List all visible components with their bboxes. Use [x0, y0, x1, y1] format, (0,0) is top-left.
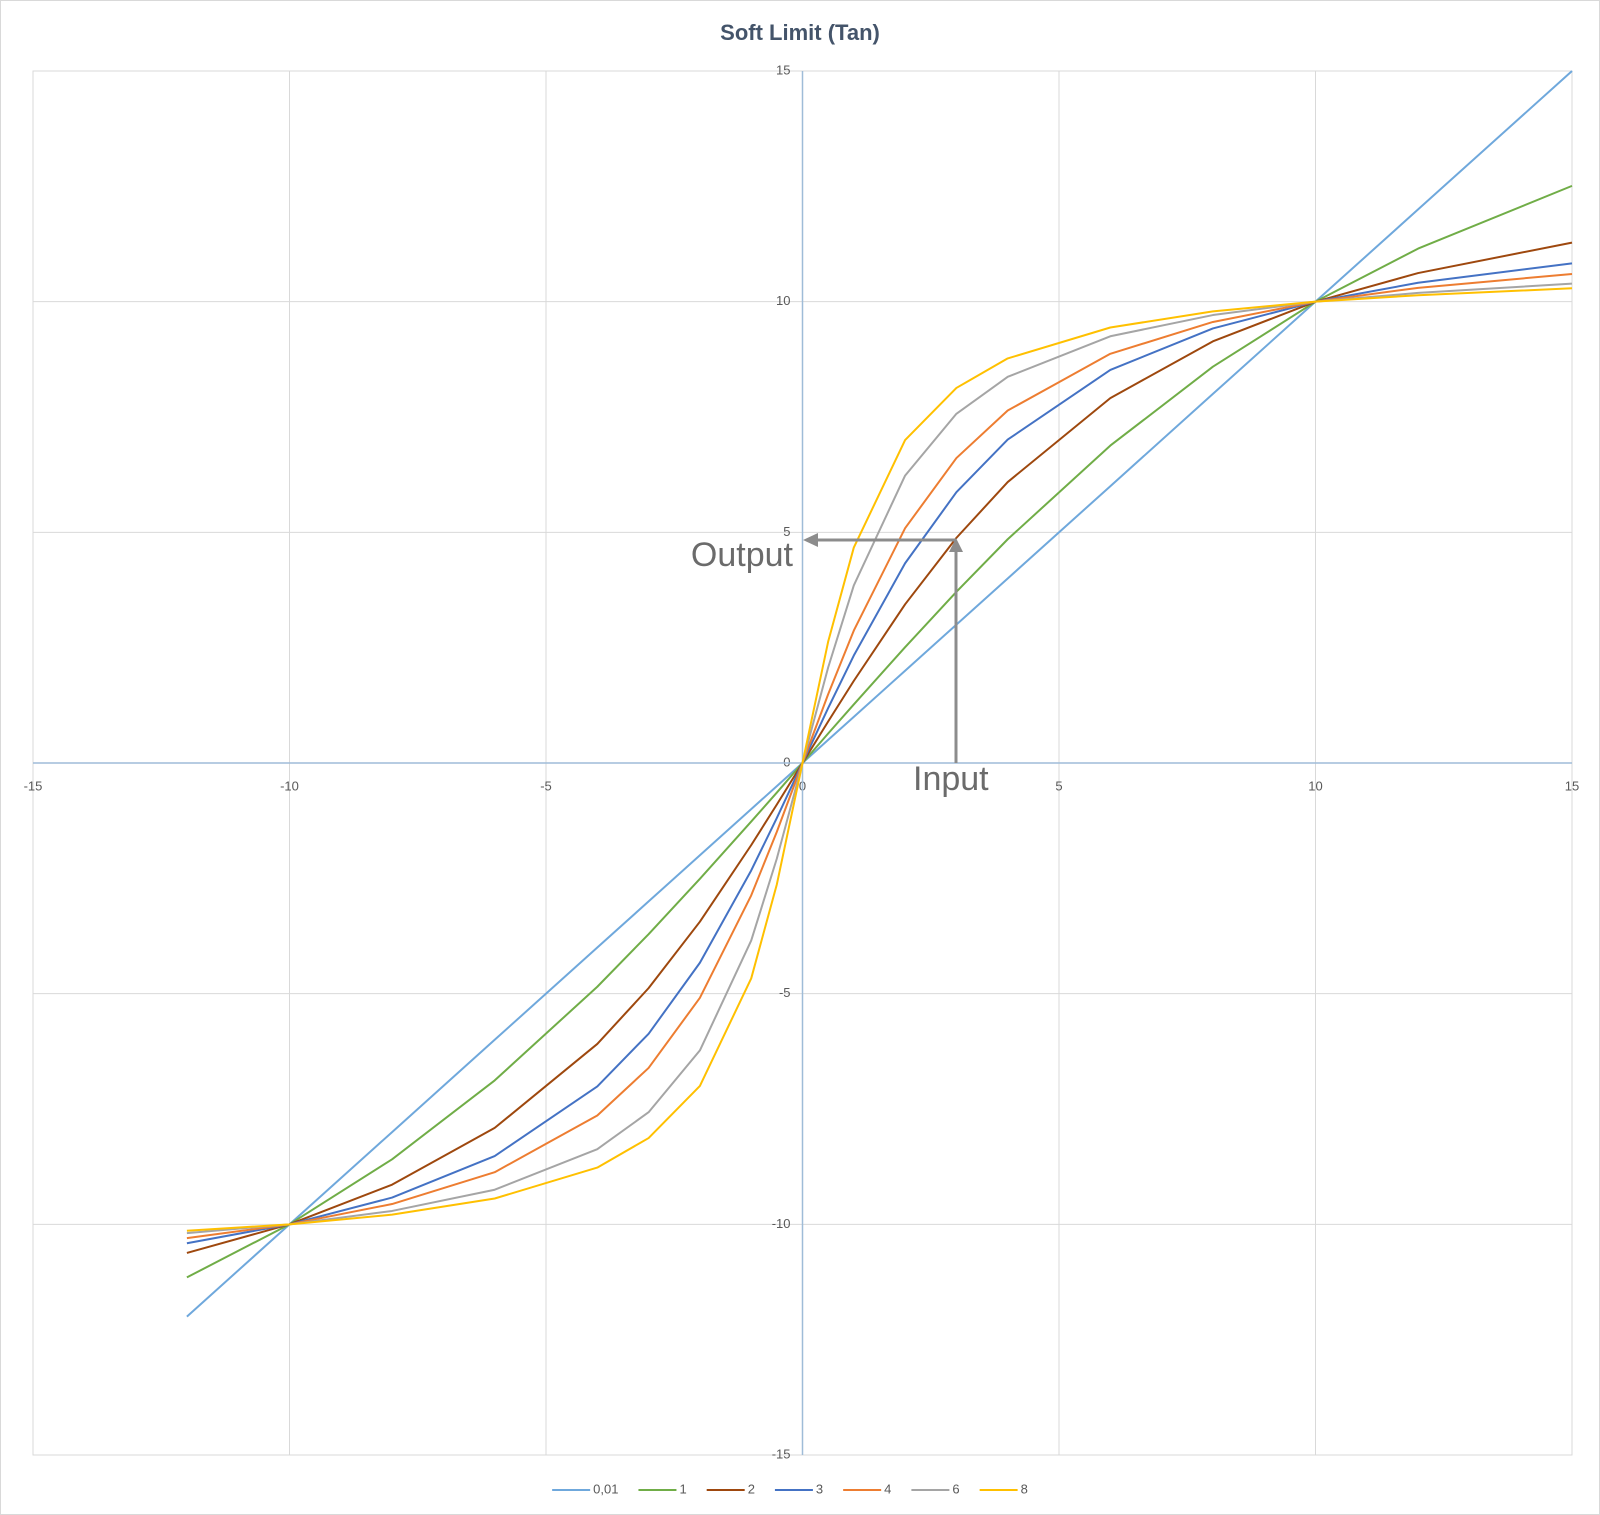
legend-item: 0,01 [552, 1481, 618, 1496]
legend-label: 3 [816, 1481, 823, 1496]
annotation-arrows [803, 533, 963, 763]
legend-label: 2 [748, 1481, 755, 1496]
series-line [186, 272, 1573, 1240]
annotation: Output [691, 536, 794, 574]
legend-item: 2 [706, 1481, 755, 1496]
lines [186, 70, 1573, 1318]
x-tick-label: -10 [280, 778, 299, 793]
input-arrow-head [949, 538, 963, 552]
output-arrow-head [803, 533, 818, 547]
legend: 0,01 1 2 3 4 6 8 [552, 1481, 1028, 1496]
legend-item: 8 [979, 1481, 1028, 1496]
y-tick-label: -15 [772, 1446, 791, 1461]
x-tick-label: -15 [24, 778, 43, 793]
legend-label: 6 [952, 1481, 959, 1496]
legend-label: 4 [884, 1481, 891, 1496]
legend-label: 8 [1021, 1481, 1028, 1496]
legend-item: 1 [638, 1481, 687, 1496]
annotation: Input [913, 760, 989, 798]
legend-item: 4 [843, 1481, 891, 1496]
y-tick-label: -10 [772, 1216, 791, 1231]
y-tick-label: 5 [783, 524, 790, 539]
y-tick-label: -5 [779, 985, 791, 1000]
y-tick-label: 0 [783, 754, 790, 769]
legend-item: 3 [774, 1481, 823, 1496]
y-tick-label: 15 [776, 62, 790, 77]
x-tick-label: -5 [540, 778, 552, 793]
series-line [186, 241, 1573, 1254]
series-line [186, 262, 1573, 1245]
x-tick-label: 15 [1565, 778, 1579, 793]
series-line [186, 287, 1573, 1232]
chart-title: Soft Limit (Tan) [720, 20, 880, 45]
legend-item: 6 [911, 1481, 960, 1496]
legend-label: 0,01 [593, 1481, 618, 1496]
x-tick-label: 10 [1308, 778, 1322, 793]
series-line [186, 184, 1573, 1279]
y-tick-label: 10 [776, 293, 790, 308]
series-line [186, 70, 1573, 1318]
legend-label: 1 [679, 1481, 686, 1496]
x-tick-label: 5 [1055, 778, 1062, 793]
series-line [186, 282, 1573, 1235]
